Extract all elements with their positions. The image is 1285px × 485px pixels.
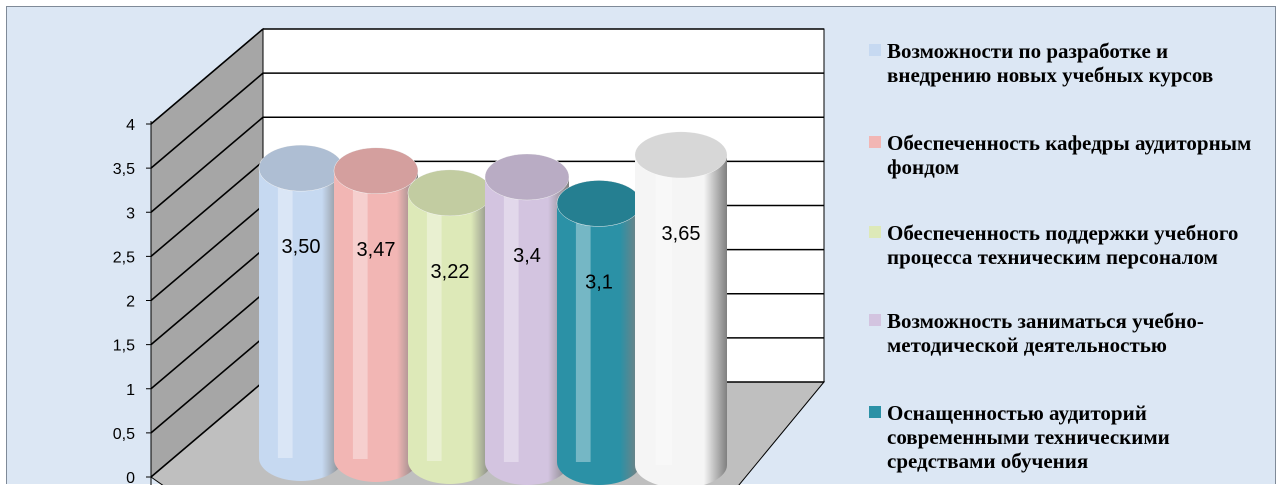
bar-body-2 <box>334 170 418 482</box>
legend-entry-3: Обеспеченность поддержки учебного процес… <box>869 221 1269 269</box>
bar-5 <box>556 180 642 485</box>
y-tick-label: 0 <box>126 470 135 485</box>
gridline-side <box>150 204 264 302</box>
bar-highlight-3 <box>426 192 442 461</box>
bar-top-shade-3 <box>408 169 492 216</box>
gridline-side <box>150 249 264 346</box>
data-label-4: 3,4 <box>513 245 541 267</box>
legend-swatch-1 <box>869 44 881 56</box>
data-label-1: 3,50 <box>282 236 321 258</box>
bar-body-4 <box>485 176 569 485</box>
bar-highlight-4 <box>503 176 519 462</box>
bar-top-shade-1 <box>259 145 343 192</box>
bar-top-2 <box>333 147 419 195</box>
bar-top-4 <box>484 153 570 201</box>
gridline-side <box>150 28 264 125</box>
y-tick-label: 2 <box>126 294 135 311</box>
y-tick-label: 1 <box>126 382 135 399</box>
y-tick-label: 3 <box>126 205 135 222</box>
bar-body-1 <box>259 168 343 481</box>
bar-body-3 <box>408 192 492 484</box>
y-tick-label: 0,5 <box>113 426 135 443</box>
bar-top-shade-5 <box>557 180 641 227</box>
bar-3 <box>407 169 493 484</box>
bar-body-6 <box>635 154 727 485</box>
gridline-side <box>150 337 264 434</box>
gridline-side <box>150 72 264 169</box>
gridline-side <box>150 160 264 257</box>
legend-label-3: Обеспеченность поддержки учебного процес… <box>887 221 1239 269</box>
chart-frame: 0 0,5 1 1,5 2 2,5 3 3,5 4 3,50 3,47 3,22 3,4 3,1 3,65… <box>6 6 1276 485</box>
legend-label-2: Обеспеченность кафедры аудиторным фондом <box>887 131 1252 179</box>
bar-2 <box>333 147 419 482</box>
legend-swatch-4 <box>869 314 881 326</box>
legend-label-1: Возможности по разработке и внедрению но… <box>887 39 1214 87</box>
legend-label-5: Оснащенностью аудиторий современными тех… <box>887 401 1170 473</box>
y-tick-label: 3,5 <box>113 161 135 178</box>
legend-entry-1: Возможности по разработке и внедрению но… <box>869 39 1269 87</box>
legend-entry-4: Возможность заниматься учебно-методическ… <box>869 309 1269 357</box>
legend-swatch-5 <box>869 406 881 418</box>
bar-6 <box>634 131 728 485</box>
data-label-2: 3,47 <box>357 239 396 261</box>
bar-highlight-1 <box>277 168 293 458</box>
bar-highlight-5 <box>575 203 591 463</box>
gridline-side <box>150 116 264 213</box>
data-label-5: 3,1 <box>585 271 613 293</box>
bar-top-shade-6 <box>635 131 727 178</box>
bar-top-shade-4 <box>485 153 569 200</box>
y-tick-label: 2,5 <box>113 249 135 266</box>
data-label-3: 3,22 <box>431 261 470 283</box>
legend-swatch-2 <box>869 136 881 148</box>
legend-label-4: Возможность заниматься учебно-методическ… <box>887 309 1204 357</box>
bar-4 <box>484 153 570 485</box>
chart-plot: 0 0,5 1 1,5 2 2,5 3 3,5 4 3,50 3,47 3,22 3,4 3,1 3,65 <box>113 27 826 485</box>
bar-1 <box>258 144 344 481</box>
legend-swatch-3 <box>869 226 881 238</box>
gridline-side <box>150 381 264 478</box>
y-tick-label: 4 <box>126 117 135 134</box>
bar-highlight-6 <box>655 154 672 465</box>
bar-top-shade-2 <box>334 147 418 194</box>
bar-highlight-2 <box>352 170 368 459</box>
legend-entry-5: Оснащенностью аудиторий современными тех… <box>869 401 1269 473</box>
gridline-side <box>150 293 264 390</box>
y-tick-label: 1,5 <box>113 338 135 355</box>
data-label-6: 3,65 <box>662 223 701 245</box>
bar-top-6 <box>634 131 728 179</box>
legend-entry-2: Обеспеченность кафедры аудиторным фондом <box>869 131 1269 179</box>
bar-body-5 <box>557 203 641 485</box>
